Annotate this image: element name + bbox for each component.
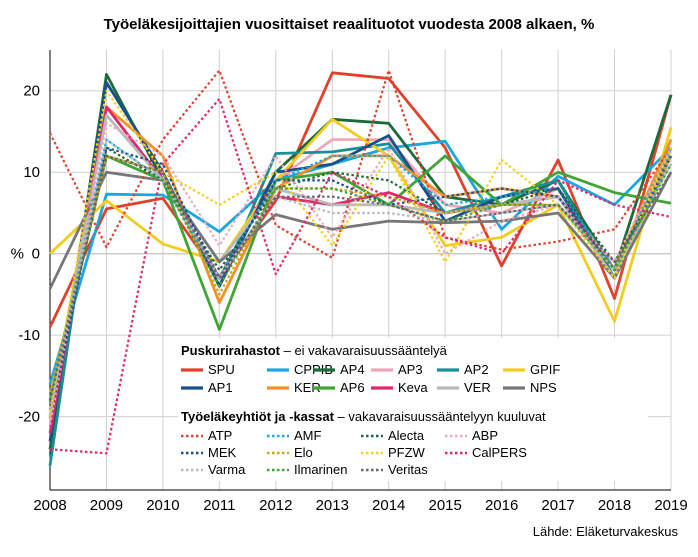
y-tick-label: 20	[23, 83, 40, 100]
y-tick-label: 10	[23, 164, 40, 181]
legend-label-ker: KER	[294, 380, 321, 395]
y-tick-label: -20	[18, 409, 40, 426]
legend-label-ap6: AP6	[340, 380, 365, 395]
legend-group-title: Puskurirahastot – ei vakavaraisuussäänte…	[181, 343, 448, 358]
y-tick-label: -10	[18, 327, 40, 344]
legend-group-title-bold: Puskurirahastot	[181, 343, 281, 358]
legend-label-nps: NPS	[530, 380, 557, 395]
legend-label-varma: Varma	[208, 462, 246, 477]
legend-label-ap1: AP1	[208, 380, 233, 395]
legend-box	[178, 338, 648, 481]
legend-group-title-rest: – vakavaraisuussääntelyyn kuuluvat	[334, 409, 546, 424]
legend-label-keva: Keva	[398, 380, 428, 395]
legend-label-amf: AMF	[294, 428, 322, 443]
y-axis-label: %	[11, 246, 24, 263]
x-tick-label: 2012	[259, 497, 292, 514]
x-tick-label: 2017	[541, 497, 574, 514]
series-line-varma	[48, 138, 672, 409]
x-tick-label: 2008	[33, 497, 66, 514]
series-line-nps	[48, 170, 673, 290]
series-line-ilmarinen	[48, 154, 672, 401]
legend-label-ilmarinen: Ilmarinen	[294, 462, 347, 477]
legend-label-mek: MEK	[208, 445, 237, 460]
series-line-calpers	[49, 97, 672, 455]
x-tick-label: 2016	[485, 497, 518, 514]
series-line-atp	[49, 69, 672, 259]
legend-label-ver: VER	[464, 380, 491, 395]
y-tick-label: 0	[32, 246, 40, 263]
x-tick-label: 2018	[598, 497, 631, 514]
legend-label-ap4: AP4	[340, 362, 365, 377]
legend-label-ap2: AP2	[464, 362, 489, 377]
x-tick-label: 2013	[316, 497, 349, 514]
x-tick-label: 2010	[146, 497, 179, 514]
legend-label-elo: Elo	[294, 445, 313, 460]
legend-label-spu: SPU	[208, 362, 235, 377]
x-tick-label: 2015	[428, 497, 461, 514]
x-tick-label: 2019	[654, 497, 687, 514]
series-line-pfzw	[48, 89, 673, 417]
legend-label-pfzw: PFZW	[388, 445, 426, 460]
series-line-spu	[48, 71, 673, 328]
legend-label-abp: ABP	[472, 428, 498, 443]
source-note: Lähde: Eläketurvakeskus	[532, 524, 678, 539]
legend-group-title-rest: – ei vakavaraisuussääntelyä	[280, 343, 448, 358]
legend-label-alecta: Alecta	[388, 428, 425, 443]
legend-group-title: Työeläkeyhtiöt ja -kassat – vakavaraisuu…	[181, 409, 546, 424]
legend-group-title-bold: Työeläkeyhtiöt ja -kassat	[181, 409, 335, 424]
chart-title: Työeläkesijoittajien vuosittaiset reaali…	[103, 16, 595, 33]
x-tick-label: 2011	[203, 497, 235, 514]
x-tick-label: 2014	[372, 497, 405, 514]
legend-label-gpif: GPIF	[530, 362, 560, 377]
legend-label-veritas: Veritas	[388, 462, 428, 477]
x-tick-label: 2009	[90, 497, 123, 514]
series-line-alecta	[48, 146, 672, 409]
legend-label-ap3: AP3	[398, 362, 423, 377]
legend-label-atp: ATP	[208, 428, 232, 443]
legend-label-calpers: CalPERS	[472, 445, 527, 460]
